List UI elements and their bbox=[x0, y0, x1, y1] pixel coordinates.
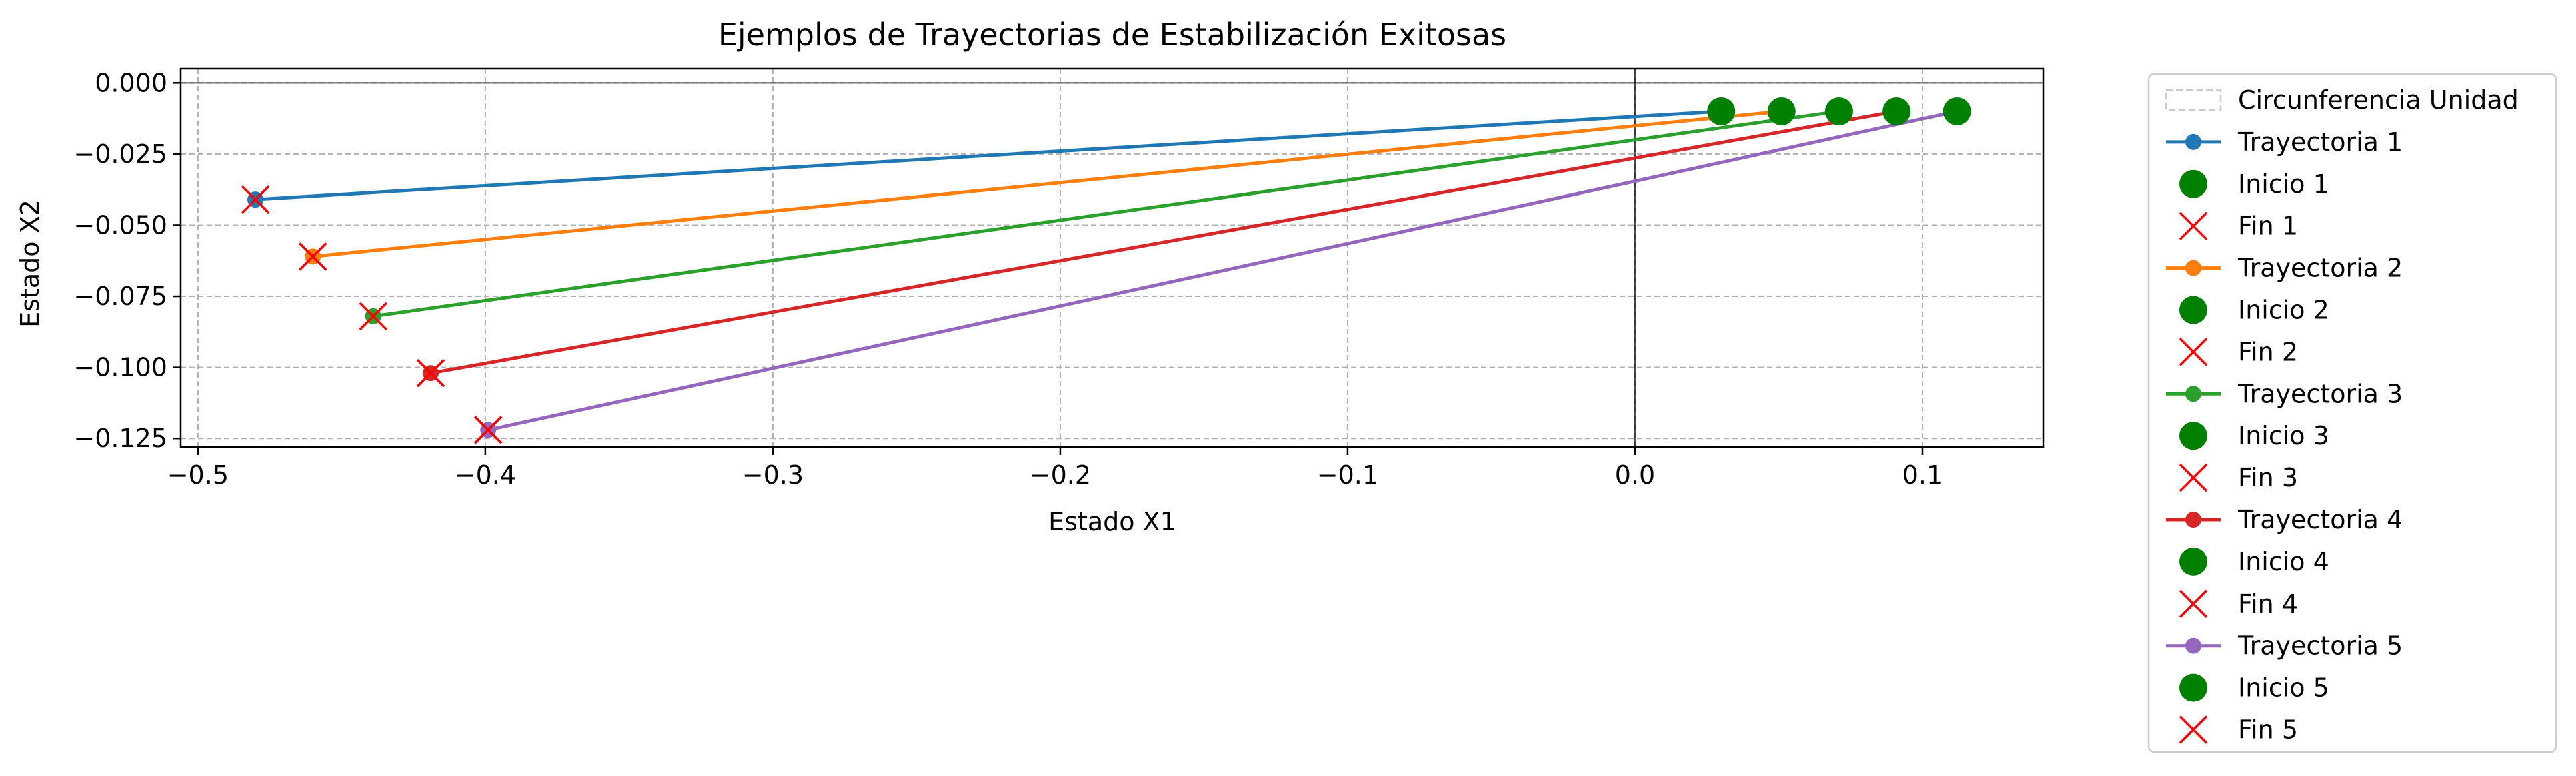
trajectory-line-2 bbox=[313, 109, 1782, 258]
legend: Circunferencia Unidad Trayectoria 1 Inicio… bbox=[2147, 73, 2557, 753]
end-marker-2 bbox=[299, 242, 327, 271]
legend-handle-unit-circle bbox=[2165, 89, 2222, 111]
legend-label: Inicio 4 bbox=[2238, 547, 2329, 576]
legend-handle-end bbox=[2179, 589, 2208, 619]
legend-handle-point bbox=[2185, 637, 2201, 654]
legend-handle-start bbox=[2179, 422, 2207, 450]
y-tick-label: −0.025 bbox=[73, 139, 167, 169]
legend-handle-start bbox=[2179, 169, 2207, 198]
legend-label: Fin 3 bbox=[2238, 463, 2298, 492]
y-tick-label: −0.050 bbox=[73, 210, 167, 240]
start-marker-4 bbox=[1882, 97, 1911, 125]
x-tick-label: −0.5 bbox=[167, 460, 229, 490]
trajectory-line-5 bbox=[487, 109, 1958, 432]
legend-label: Trayectoria 2 bbox=[2237, 254, 2403, 283]
x-tick-label: 0.0 bbox=[1615, 460, 1655, 490]
x-tick-label: 0.1 bbox=[1902, 460, 1943, 490]
legend-label: Fin 5 bbox=[2238, 715, 2298, 745]
x-tick-label: −0.1 bbox=[1317, 460, 1378, 490]
y-axis-label: Estado X2 bbox=[15, 200, 45, 328]
legend-handle-start bbox=[2179, 547, 2207, 576]
x-axis-label: Estado X1 bbox=[1048, 507, 1176, 536]
legend-label: Fin 2 bbox=[2238, 337, 2298, 366]
legend-handle-end bbox=[2179, 715, 2208, 744]
start-marker-1 bbox=[1707, 97, 1736, 125]
legend-label: Inicio 1 bbox=[2238, 169, 2329, 199]
y-tick-label: 0.000 bbox=[95, 68, 167, 97]
axes-frame bbox=[179, 67, 2045, 448]
end-marker-3 bbox=[359, 302, 388, 331]
end-marker-4 bbox=[416, 358, 445, 388]
end-marker-1 bbox=[241, 185, 270, 214]
start-marker-2 bbox=[1767, 97, 1796, 125]
trajectory-line-4 bbox=[430, 109, 1897, 375]
end-marker-5 bbox=[473, 416, 503, 444]
legend-handle-start bbox=[2179, 296, 2207, 324]
start-marker-3 bbox=[1824, 97, 1853, 125]
y-tick-label: −0.100 bbox=[73, 353, 167, 382]
legend-box bbox=[2147, 73, 2557, 753]
legend-label: Fin 4 bbox=[2238, 589, 2298, 619]
y-tick-label: −0.125 bbox=[73, 424, 167, 453]
legend-label: Fin 1 bbox=[2238, 212, 2298, 241]
legend-label: Trayectoria 4 bbox=[2237, 505, 2403, 534]
x-tick-label: −0.2 bbox=[1030, 460, 1091, 490]
y-tick-label: −0.075 bbox=[73, 282, 167, 311]
legend-label: Trayectoria 5 bbox=[2237, 631, 2403, 661]
start-marker-5 bbox=[1943, 97, 1971, 125]
legend-handle-end bbox=[2179, 463, 2208, 492]
legend-handle-end bbox=[2179, 212, 2208, 240]
legend-handle-point bbox=[2185, 386, 2201, 402]
plot-area: −0.5 −0.4 −0.3 −0.2 −0.1 0.0 0.1 0.000 −0.025 −0.… bbox=[73, 67, 2045, 490]
legend-label: Trayectoria 3 bbox=[2237, 379, 2403, 408]
legend-label: Inicio 5 bbox=[2238, 673, 2329, 703]
legend-label: Circunferencia Unidad bbox=[2238, 85, 2519, 115]
legend-handle-end bbox=[2179, 338, 2208, 366]
legend-handle-point bbox=[2185, 512, 2201, 528]
x-tick-label: −0.4 bbox=[455, 460, 516, 490]
legend-label: Trayectoria 1 bbox=[2237, 127, 2403, 157]
trajectory-line-1 bbox=[255, 109, 1722, 202]
chart-title: Ejemplos de Trayectorias de Estabilizaci… bbox=[718, 17, 1506, 53]
x-tick-label: −0.3 bbox=[742, 460, 804, 490]
trajectory-line-3 bbox=[373, 109, 1840, 318]
legend-label: Inicio 3 bbox=[2238, 421, 2329, 450]
legend-label: Inicio 2 bbox=[2238, 296, 2329, 325]
legend-handle-point bbox=[2185, 133, 2201, 150]
legend-handle-start bbox=[2179, 673, 2207, 702]
legend-handle-point bbox=[2185, 260, 2201, 276]
